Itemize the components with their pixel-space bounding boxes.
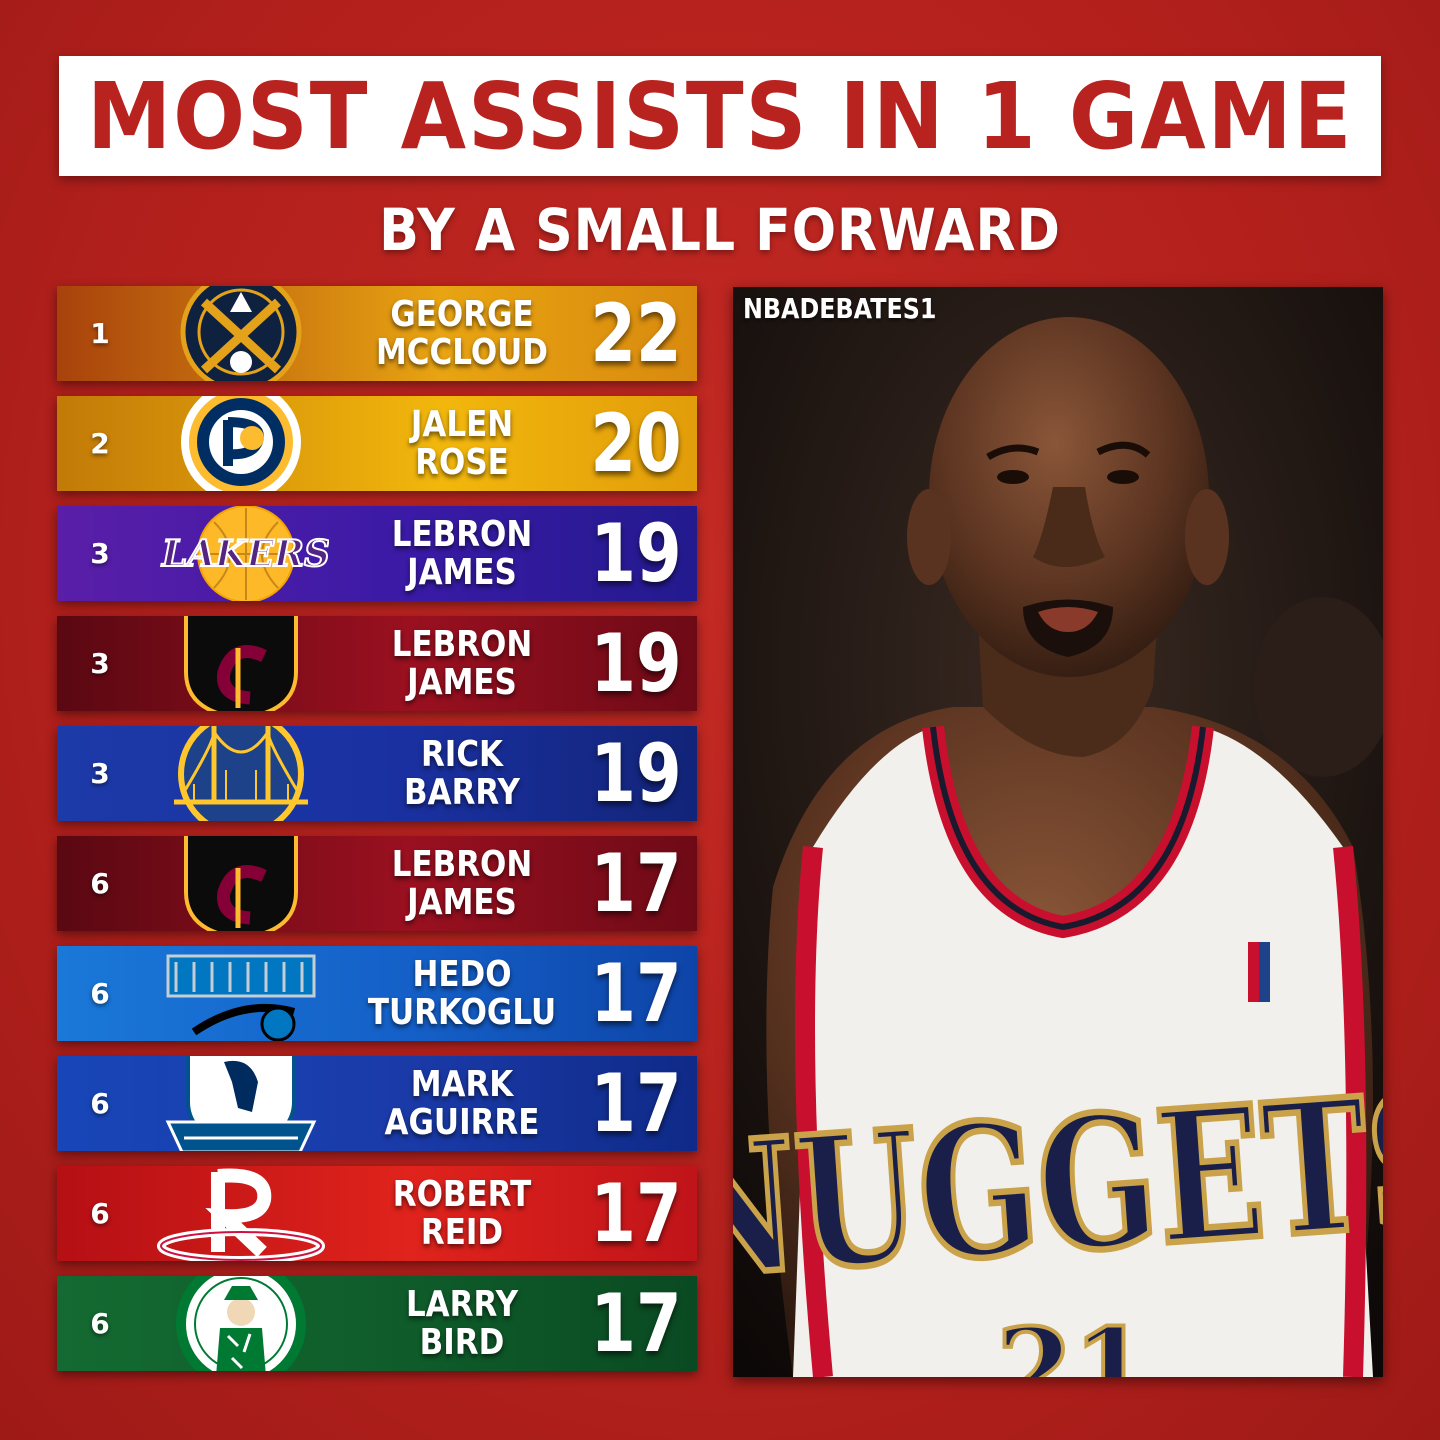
- svg-text:LAKERS: LAKERS: [161, 533, 329, 575]
- rank-number: 6: [90, 1197, 110, 1230]
- player-name: HEDO TURKOGLU: [368, 946, 556, 1041]
- title-banner: MOST ASSISTS IN 1 GAME: [59, 56, 1381, 176]
- player-last-name: JAMES: [407, 881, 517, 923]
- player-name: MARK AGUIRRE: [372, 1056, 553, 1151]
- rank-number: 3: [90, 537, 110, 570]
- lakers-logo-icon: LAKERS: [154, 506, 329, 601]
- celtics-logo-icon: [154, 1276, 329, 1371]
- player-last-name: BARRY: [404, 771, 520, 813]
- player-name: LEBRON JAMES: [372, 506, 553, 601]
- assists-value: 17: [590, 1167, 682, 1260]
- player-last-name: TURKOGLU: [367, 991, 557, 1033]
- player-first-name: LEBRON: [391, 513, 533, 555]
- page-subtitle: BY A SMALL FORWARD: [379, 196, 1061, 264]
- ranking-row: 6 ROBERT REID 17: [57, 1166, 697, 1261]
- player-name: RICK BARRY: [372, 726, 553, 821]
- assists-value: 17: [590, 947, 682, 1040]
- player-last-name: JAMES: [407, 661, 517, 703]
- player-last-name: AGUIRRE: [384, 1101, 540, 1143]
- rank-number: 6: [90, 977, 110, 1010]
- player-last-name: MCCLOUD: [375, 331, 549, 373]
- assists-value: 19: [590, 617, 682, 710]
- ranking-row: 6 HEDO TURKOGLU 17: [57, 946, 697, 1041]
- nuggets-logo-icon: [154, 286, 329, 381]
- player-last-name: REID: [420, 1211, 504, 1253]
- ranking-row: 3 LEBRON JAMES 19: [57, 616, 697, 711]
- pacers-logo-icon: [154, 396, 329, 491]
- ranking-row: 6 LARRY BIRD 17: [57, 1276, 697, 1371]
- player-name: LEBRON JAMES: [372, 616, 553, 711]
- rank-number: 6: [90, 1307, 110, 1340]
- player-first-name: JALEN: [410, 403, 514, 445]
- warriors-logo-icon: [154, 726, 329, 821]
- page-title: MOST ASSISTS IN 1 GAME: [86, 62, 1354, 170]
- assists-value: 20: [590, 397, 682, 490]
- rank-number: 1: [90, 317, 110, 350]
- player-first-name: HEDO: [412, 953, 512, 995]
- rank-number: 6: [90, 1087, 110, 1120]
- player-first-name: LEBRON: [391, 843, 533, 885]
- player-first-name: ROBERT: [392, 1173, 532, 1215]
- player-first-name: RICK: [420, 733, 504, 775]
- ranking-row: 3 RICK BARRY 19: [57, 726, 697, 821]
- player-last-name: ROSE: [415, 441, 509, 483]
- magic-logo-icon: [154, 946, 329, 1041]
- assists-value: 19: [590, 727, 682, 820]
- player-name: JALEN ROSE: [372, 396, 553, 491]
- assists-value: 17: [590, 1057, 682, 1150]
- player-name: LEBRON JAMES: [372, 836, 553, 931]
- assists-value: 17: [590, 1277, 682, 1370]
- assists-value: 19: [590, 507, 682, 600]
- mavericks-logo-icon: [154, 1056, 329, 1151]
- ranking-row: 1 GEORGE MCCLOUD 22: [57, 286, 697, 381]
- player-first-name: GEORGE: [390, 293, 534, 335]
- ranking-row: 2 JALEN ROSE 20: [57, 396, 697, 491]
- assists-value: 22: [590, 287, 682, 380]
- player-last-name: JAMES: [407, 551, 517, 593]
- player-name: LARRY BIRD: [372, 1276, 553, 1371]
- jersey-number: 21: [996, 1304, 1149, 1377]
- player-name: GEORGE MCCLOUD: [372, 286, 553, 381]
- rank-number: 6: [90, 867, 110, 900]
- cavaliers-logo-icon: [154, 836, 329, 931]
- ranking-row: 3 LAKERS LEBRON JAMES 19: [57, 506, 697, 601]
- ranking-row: 6 LEBRON JAMES 17: [57, 836, 697, 931]
- assists-value: 17: [590, 837, 682, 930]
- rank-number: 2: [90, 427, 110, 460]
- player-first-name: LEBRON: [391, 623, 533, 665]
- rockets-logo-icon: [154, 1166, 329, 1261]
- player-photo: NUGGETS 21: [733, 287, 1383, 1377]
- player-name: ROBERT REID: [372, 1166, 553, 1261]
- cavaliers-logo-icon: [154, 616, 329, 711]
- player-first-name: LARRY: [405, 1283, 519, 1325]
- player-first-name: MARK: [410, 1063, 514, 1105]
- watermark-handle: NBADEBATES1: [743, 292, 937, 325]
- rank-number: 3: [90, 757, 110, 790]
- jersey-text: NUGGETS: [733, 1052, 1383, 1320]
- rank-number: 3: [90, 647, 110, 680]
- player-last-name: BIRD: [419, 1321, 505, 1363]
- ranking-row: 6 MARK AGUIRRE 17: [57, 1056, 697, 1151]
